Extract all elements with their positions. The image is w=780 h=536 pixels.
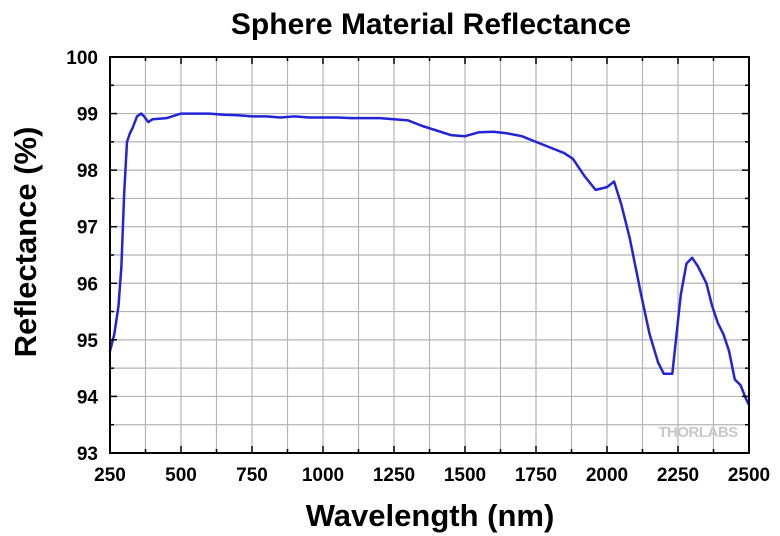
x-axis-label: Wavelength (nm)	[306, 498, 555, 533]
x-tick-label: 500	[165, 465, 197, 486]
x-tick-label: 1000	[302, 465, 344, 486]
y-tick-labels: 93 94 95 96 97 98 99 100	[66, 48, 98, 465]
x-tick-label: 1750	[515, 465, 557, 486]
x-tick-label: 2250	[657, 465, 699, 486]
y-tick-label: 93	[77, 444, 98, 465]
x-tick-label: 1500	[444, 465, 486, 486]
y-tick-label: 100	[66, 48, 98, 69]
y-tick-label: 95	[77, 331, 99, 352]
y-tick-label: 98	[77, 161, 98, 182]
chart-title: Sphere Material Reflectance	[231, 8, 631, 41]
watermark-logo: THORLABS	[658, 424, 738, 441]
x-tick-label: 1250	[373, 465, 415, 486]
x-tick-label: 2000	[586, 465, 628, 486]
x-tick-label: 750	[236, 465, 268, 486]
x-tick-labels: 250 500 750 1000 1250 1500 1750 2000 2250 2500	[94, 465, 770, 486]
y-tick-label: 96	[77, 274, 98, 295]
y-tick-label: 99	[77, 105, 98, 126]
series-line	[108, 112, 751, 407]
y-tick-label: 94	[77, 387, 99, 408]
grid	[110, 57, 749, 453]
x-tick-label: 2500	[728, 465, 770, 486]
axis-ticks	[109, 56, 750, 454]
x-tick-label: 250	[94, 465, 126, 486]
y-axis-label: Reflectance (%)	[8, 127, 43, 358]
y-tick-label: 97	[77, 218, 98, 239]
